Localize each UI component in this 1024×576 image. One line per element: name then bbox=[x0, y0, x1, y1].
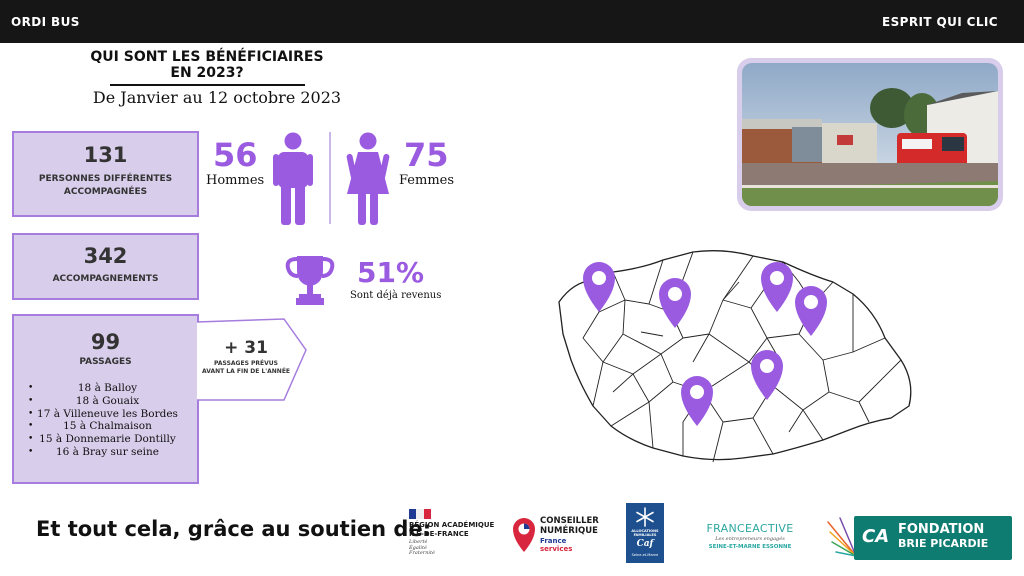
planned-passages-value: + 31 bbox=[224, 338, 268, 358]
caf-line1: ALLOCATIONS bbox=[631, 529, 659, 533]
brand-tagline: ESPRIT QUI CLIC bbox=[881, 15, 998, 29]
conseiller-line2: NUMÉRIQUE bbox=[540, 525, 598, 536]
list-item: 18 à Gouaix bbox=[20, 395, 195, 408]
passages-value: 99 bbox=[90, 330, 121, 354]
map-marker-icon bbox=[583, 262, 615, 312]
page-title: QUI SONT LES BÉNÉFICIAIRES EN 2023? bbox=[82, 49, 332, 81]
list-item: 16 à Bray sur seine bbox=[20, 446, 195, 459]
persons-label-line2: ACCOMPAGNÉES bbox=[63, 187, 148, 197]
persons-value: 131 bbox=[83, 143, 128, 167]
accompaniments-card: 342 ACCOMPAGNEMENTS bbox=[12, 233, 199, 300]
list-item: 15 à Donnemarie Dontilly bbox=[20, 433, 195, 446]
map-marker-icon bbox=[659, 278, 691, 328]
planned-passages-label: PASSAGES PRÉVUS AVANT LA FIN DE L'ANNÉE bbox=[196, 360, 296, 376]
map-markers bbox=[583, 262, 827, 426]
fondation-mark: CA bbox=[862, 526, 890, 547]
page-title-line2: EN 2023? bbox=[170, 65, 244, 81]
fondation-banner: CA FONDATION BRIE PICARDIE bbox=[854, 516, 1012, 560]
region-motto-3: Fraternité bbox=[409, 550, 435, 556]
title-underline bbox=[110, 84, 305, 86]
france-active-brand: FRANCEACTIVE bbox=[706, 522, 794, 535]
map-marker-icon bbox=[751, 350, 783, 400]
fondation-line1: FONDATION bbox=[898, 522, 985, 537]
region-academique-logo: RÉGION ACADÉMIQUE ÎLE-DE-FRANCE Liberté … bbox=[408, 508, 504, 556]
fondation-brie-picardie-logo: CA FONDATION BRIE PICARDIE bbox=[826, 514, 1016, 562]
return-rate-value: 51% bbox=[357, 256, 425, 289]
page-subtitle: De Janvier au 12 octobre 2023 bbox=[92, 88, 342, 107]
tag-shape bbox=[196, 318, 307, 401]
accompaniments-label: ACCOMPAGNEMENTS bbox=[52, 274, 159, 284]
planned-label-line1: PASSAGES PRÉVUS bbox=[214, 360, 278, 367]
persons-label-line1: PERSONNES DIFFÉRENTES bbox=[38, 174, 173, 184]
sunburst-icon bbox=[827, 517, 857, 557]
photo-frame bbox=[737, 58, 1003, 211]
top-bar: ORDI BUS ESPRIT QUI CLIC bbox=[0, 0, 1024, 43]
snowflake-icon bbox=[636, 507, 654, 527]
bus-photo-illustration bbox=[742, 63, 998, 206]
map-marker-icon bbox=[795, 286, 827, 336]
region-logo-line1: RÉGION ACADÉMIQUE bbox=[409, 521, 495, 529]
caf-line2: FAMILIALES bbox=[633, 533, 657, 538]
bus-photo bbox=[742, 63, 998, 206]
women-value: 75 bbox=[404, 136, 449, 174]
woman-icon bbox=[346, 132, 390, 225]
france-active-logo: FRANCEACTIVE Les entrepreneurs engagés S… bbox=[700, 522, 800, 556]
men-value: 56 bbox=[213, 136, 258, 174]
men-label: Hommes bbox=[206, 173, 265, 188]
map-marker-icon bbox=[681, 376, 713, 426]
caf-logo: ALLOCATIONS FAMILIALES Caf Seine-et-Marn… bbox=[626, 503, 664, 563]
conseiller-line3: France bbox=[540, 537, 567, 545]
accompaniments-value: 342 bbox=[83, 244, 128, 268]
fondation-line2: BRIE PICARDIE bbox=[898, 537, 989, 550]
region-map bbox=[558, 250, 912, 463]
caf-sub: Seine-et-Marne bbox=[631, 553, 659, 557]
planned-passages-tag: + 31 PASSAGES PRÉVUS AVANT LA FIN DE L'A… bbox=[196, 318, 308, 402]
caf-brand: Caf bbox=[636, 539, 654, 549]
passages-label: PASSAGES bbox=[79, 357, 132, 367]
sponsors-heading: Et tout cela, grâce au soutien de: bbox=[36, 517, 432, 541]
gender-divider bbox=[329, 132, 331, 224]
list-item: 15 à Chalmaison bbox=[20, 420, 195, 433]
return-rate-label: Sont déjà revenus bbox=[350, 290, 442, 301]
marianne-flag-icon bbox=[409, 509, 431, 519]
planned-label-line2: AVANT LA FIN DE L'ANNÉE bbox=[201, 368, 291, 375]
man-icon bbox=[273, 132, 313, 225]
page-title-line1: QUI SONT LES BÉNÉFICIAIRES bbox=[90, 49, 324, 65]
conseiller-line4: services bbox=[540, 545, 573, 553]
passages-location-list: 18 à Balloy 18 à Gouaix 17 à Villeneuve … bbox=[20, 382, 195, 459]
france-active-tagline: Les entrepreneurs engagés bbox=[715, 536, 785, 542]
region-logo-line2: ÎLE-DE-FRANCE bbox=[409, 530, 469, 538]
persons-card: 131 PERSONNES DIFFÉRENTES ACCOMPAGNÉES bbox=[12, 131, 199, 217]
location-pin-icon bbox=[513, 518, 535, 552]
region-motto-1: Liberté bbox=[409, 539, 428, 545]
conseiller-line1: CONSEILLER bbox=[540, 516, 599, 526]
brand-name: ORDI BUS bbox=[11, 15, 80, 29]
list-item: 17 à Villeneuve les Bordes bbox=[20, 408, 195, 421]
women-label: Femmes bbox=[399, 173, 455, 188]
trophy-icon bbox=[285, 256, 335, 305]
list-item: 18 à Balloy bbox=[20, 382, 195, 395]
france-active-region: SEINE-ET-MARNE ESSONNE bbox=[708, 544, 792, 550]
conseiller-numerique-logo: CONSEILLER NUMÉRIQUE France services bbox=[512, 515, 604, 557]
map-marker-icon bbox=[761, 262, 793, 312]
region-motto-2: Égalité bbox=[409, 544, 427, 551]
